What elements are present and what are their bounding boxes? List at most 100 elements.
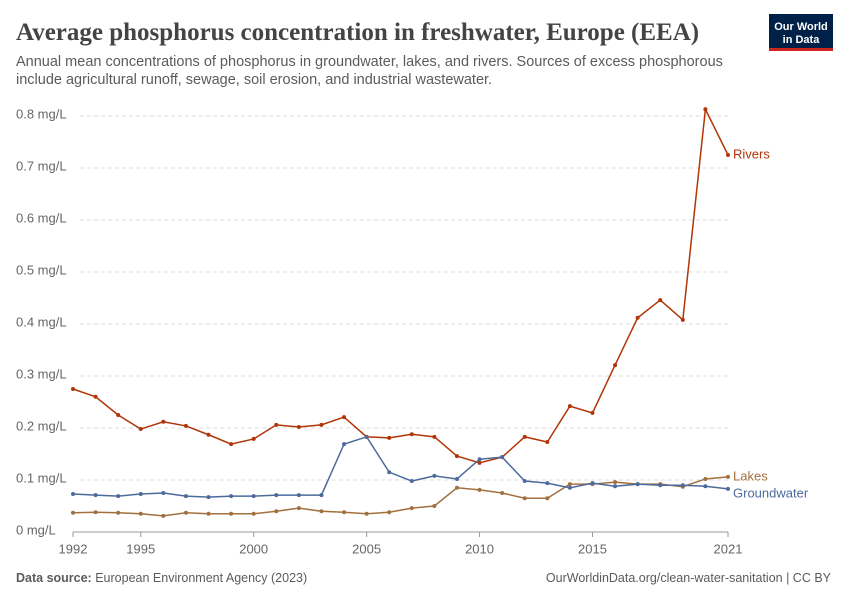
data-point	[274, 493, 279, 498]
data-point	[183, 494, 188, 499]
data-point	[477, 487, 482, 492]
chart-title: Average phosphorus concentration in fres…	[16, 19, 699, 46]
data-point	[703, 107, 708, 112]
data-point	[432, 473, 437, 478]
data-point	[500, 455, 505, 460]
data-point	[342, 415, 347, 420]
data-point	[183, 510, 188, 515]
subtitle: Annual mean concentrations of phosphorus…	[16, 54, 723, 70]
series-line	[72, 476, 729, 517]
data-point	[274, 509, 279, 514]
data-point	[545, 496, 550, 501]
data-point	[342, 510, 347, 515]
data-point	[251, 494, 256, 499]
data-point	[342, 442, 347, 447]
x-tick-label: 1992	[59, 541, 88, 556]
data-point	[296, 493, 301, 498]
data-point	[71, 492, 75, 497]
data-point	[161, 419, 166, 424]
data-point	[454, 476, 459, 481]
data-point	[319, 422, 324, 427]
data-point	[296, 506, 301, 511]
data-point	[545, 440, 550, 445]
data-point	[364, 434, 369, 439]
data-point	[206, 511, 211, 516]
y-tick-label: 0 mg/L	[16, 522, 56, 537]
data-point	[229, 511, 234, 516]
data-point	[590, 481, 595, 486]
y-tick-label: 0.2 mg/L	[16, 418, 67, 433]
data-point	[71, 510, 75, 515]
y-tick-label: 0.4 mg/L	[16, 314, 67, 329]
data-point	[206, 432, 211, 437]
x-tick-label: 2010	[465, 541, 494, 556]
data-point	[161, 513, 166, 518]
data-point	[409, 506, 414, 511]
logo-bar	[769, 48, 833, 51]
series-line	[72, 435, 729, 498]
data-point	[387, 435, 392, 440]
data-point	[251, 511, 256, 516]
data-point	[138, 427, 143, 432]
data-point	[251, 436, 256, 441]
data-point	[613, 484, 618, 489]
data-point	[680, 317, 685, 322]
data-point	[454, 454, 459, 459]
logo-text: in Data	[783, 34, 821, 46]
data-point	[93, 394, 98, 399]
data-point	[545, 481, 550, 486]
y-tick-label: 0.5 mg/L	[16, 262, 67, 277]
y-tick-label: 0.8 mg/L	[16, 106, 67, 121]
source: European Environment Agency (2023)	[95, 571, 307, 585]
data-point	[319, 493, 324, 498]
data-point	[658, 483, 663, 488]
data-point	[116, 510, 121, 515]
data-point	[364, 511, 369, 516]
data-point	[319, 509, 324, 514]
data-point	[454, 485, 459, 490]
data-point	[590, 410, 595, 415]
data-point	[477, 460, 482, 465]
data-point	[183, 423, 188, 428]
y-tick-label: 0.1 mg/L	[16, 470, 67, 485]
data-point	[680, 483, 685, 488]
data-point	[432, 504, 437, 508]
data-point	[522, 434, 527, 439]
series-label: Lakes	[733, 468, 768, 483]
series-line	[72, 106, 729, 464]
data-point	[726, 486, 730, 491]
logo-text: Our World	[774, 21, 828, 33]
data-point	[93, 493, 98, 498]
data-point	[703, 484, 708, 489]
x-tick-label: 2021	[714, 541, 743, 556]
data-point	[500, 491, 505, 495]
data-point	[138, 492, 143, 497]
data-point	[138, 511, 143, 516]
data-point	[93, 510, 98, 515]
logo-box	[769, 14, 833, 50]
y-tick-label: 0.7 mg/L	[16, 158, 67, 173]
x-tick-label: 2015	[578, 541, 607, 556]
data-point	[229, 494, 234, 499]
footer-source: Data source: European Environment Agency…	[16, 571, 307, 585]
data-point	[703, 476, 708, 481]
data-point	[387, 470, 392, 475]
data-point	[477, 457, 482, 462]
data-point	[387, 510, 392, 515]
data-point	[658, 298, 663, 303]
subtitle: include agricultural runoff, sewage, soi…	[16, 72, 492, 88]
data-point	[409, 479, 414, 484]
data-point	[726, 474, 730, 479]
data-point	[206, 495, 211, 500]
data-point	[296, 424, 301, 429]
data-point	[635, 482, 640, 487]
data-point	[567, 404, 572, 409]
data-point	[726, 153, 730, 157]
data-point	[409, 432, 414, 437]
data-point	[229, 442, 234, 447]
data-point	[116, 494, 121, 499]
series-label: Rivers	[733, 146, 770, 161]
data-point	[613, 480, 618, 485]
data-point	[161, 491, 166, 495]
